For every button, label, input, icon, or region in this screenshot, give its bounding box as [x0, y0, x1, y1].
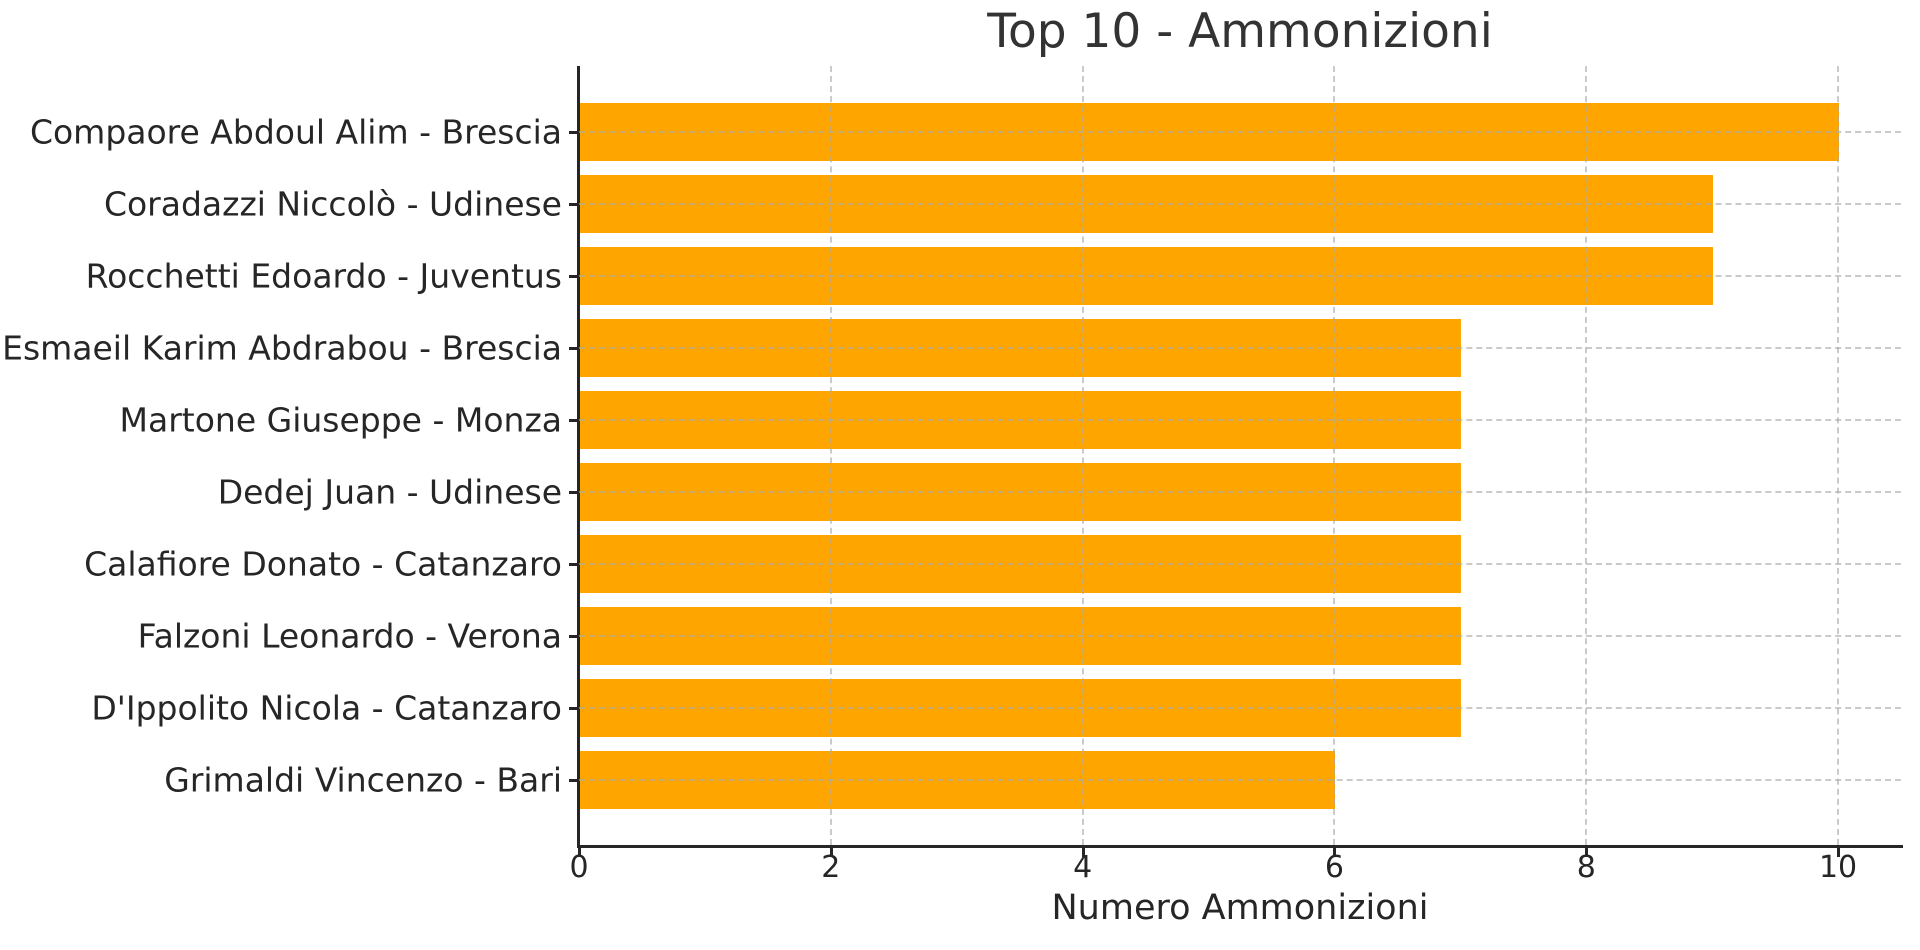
- x-tick-label: 4: [1073, 850, 1093, 885]
- y-tick-mark: [569, 347, 578, 350]
- y-tick-label: Coradazzi Niccolò - Udinese: [103, 184, 562, 224]
- y-tick-mark: [569, 563, 578, 566]
- x-tick-mark: [829, 848, 833, 857]
- gridline-vertical: [1333, 66, 1336, 845]
- x-axis-spine: [577, 845, 1903, 848]
- x-tick-label: 6: [1324, 850, 1344, 885]
- plot-area: [577, 66, 1903, 848]
- y-tick-mark: [569, 635, 578, 638]
- gridline-horizontal: [579, 131, 1901, 133]
- y-tick-label: Falzoni Leonardo - Verona: [137, 616, 562, 656]
- y-tick-mark: [569, 491, 578, 494]
- y-tick-mark: [569, 707, 578, 710]
- x-tick-label: 10: [1818, 850, 1858, 885]
- gridline-horizontal: [579, 491, 1901, 493]
- y-axis-spine: [577, 66, 580, 848]
- gridline-horizontal: [579, 779, 1901, 781]
- y-tick-label: Dedej Juan - Udinese: [217, 472, 562, 512]
- y-tick-mark: [569, 275, 578, 278]
- gridline-vertical: [1081, 66, 1084, 845]
- y-tick-mark: [569, 419, 578, 422]
- x-tick-label: 0: [569, 850, 589, 885]
- grid-layer: [579, 66, 1901, 845]
- x-axis-title: Numero Ammonizioni: [1051, 888, 1429, 928]
- y-tick-label: Calafiore Donato - Catanzaro: [84, 544, 562, 584]
- gridline-horizontal: [579, 203, 1901, 205]
- y-tick-label: D'Ippolito Nicola - Catanzaro: [91, 688, 562, 728]
- y-tick-label: Martone Giuseppe - Monza: [119, 400, 562, 440]
- gridline-horizontal: [579, 635, 1901, 637]
- y-tick-mark: [569, 131, 578, 134]
- gridline-horizontal: [579, 563, 1901, 565]
- x-tick-mark: [1081, 848, 1085, 857]
- y-tick-label: Grimaldi Vincenzo - Bari: [164, 760, 562, 800]
- chart-title: Top 10 - Ammonizioni: [987, 4, 1493, 59]
- x-tick-label: 2: [821, 850, 841, 885]
- y-tick-label: Compaore Abdoul Alim - Brescia: [29, 112, 562, 152]
- x-tick-label: 8: [1576, 850, 1596, 885]
- x-tick-mark: [1585, 848, 1589, 857]
- gridline-horizontal: [579, 419, 1901, 421]
- y-tick-label: Rocchetti Edoardo - Juventus: [85, 256, 562, 296]
- x-tick-mark: [1333, 848, 1337, 857]
- y-tick-label: Esmaeil Karim Abdrabou - Brescia: [2, 328, 562, 368]
- gridline-horizontal: [579, 347, 1901, 349]
- gridline-horizontal: [579, 275, 1901, 277]
- x-tick-mark: [578, 848, 581, 857]
- y-tick-mark: [569, 779, 578, 782]
- gridline-vertical: [1585, 66, 1588, 845]
- gridline-vertical: [829, 66, 832, 845]
- gridline-horizontal: [579, 707, 1901, 709]
- x-tick-mark: [1837, 848, 1841, 857]
- gridline-vertical: [1837, 66, 1840, 845]
- y-tick-mark: [569, 203, 578, 206]
